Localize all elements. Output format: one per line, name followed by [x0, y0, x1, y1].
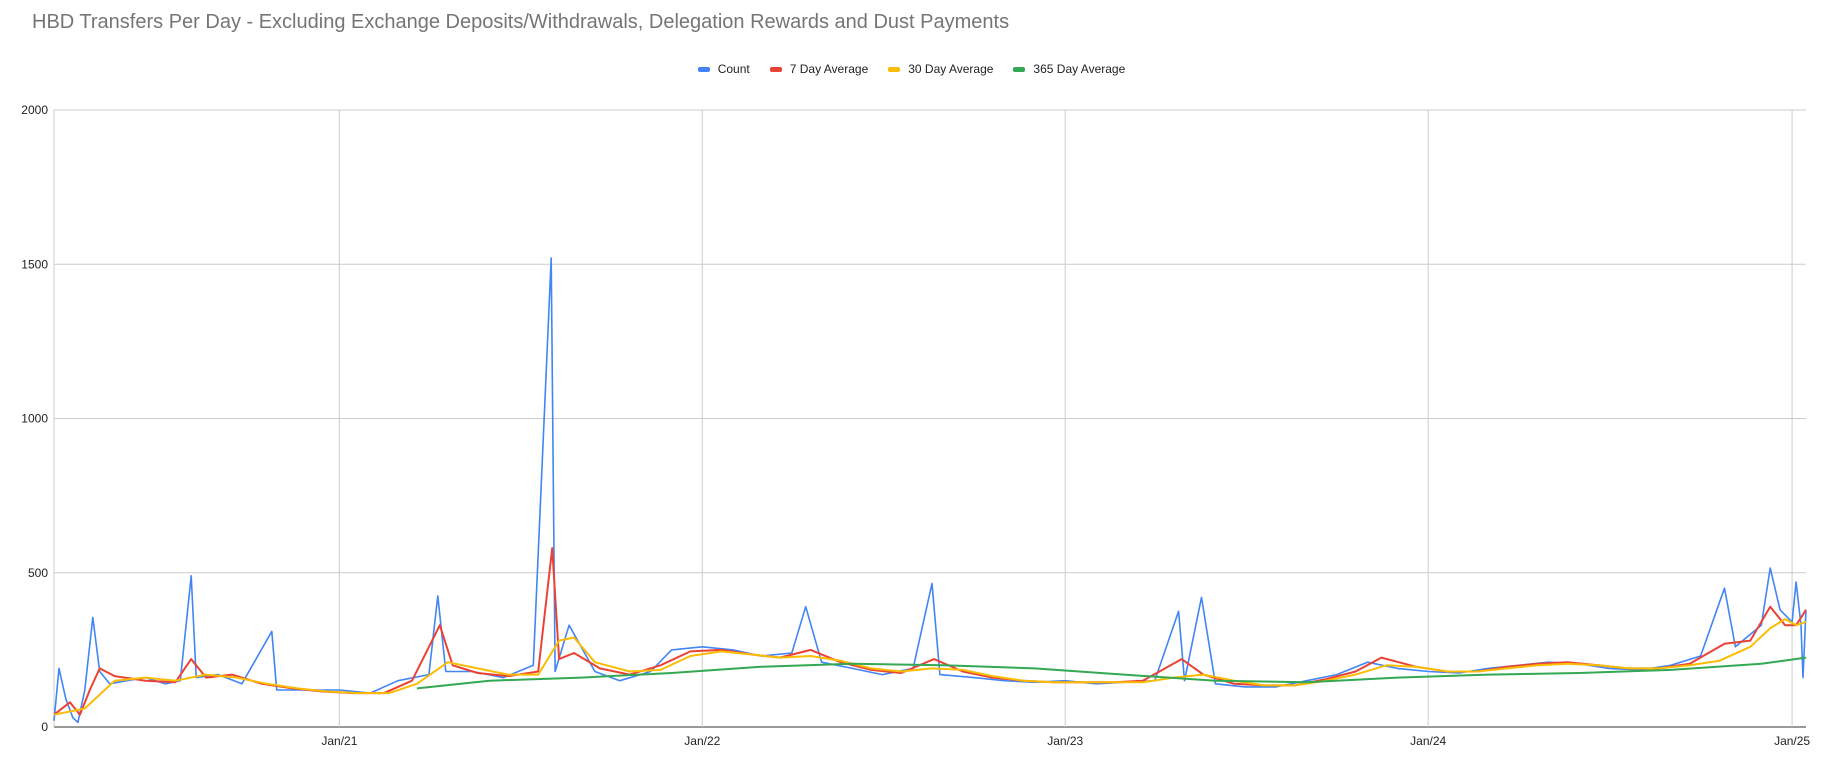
legend-label-30-day-average: 30 Day Average — [908, 62, 994, 76]
legend-swatch-365-day-average — [1013, 66, 1026, 72]
series-line-count — [53, 257, 1807, 724]
legend-label-7-day-average: 7 Day Average — [789, 62, 869, 76]
y-tick-label: 1000 — [21, 412, 48, 426]
axis-layer: 0 500 1000 1500 2000 Jan/21 Jan/22 Jan/23 Jan/24… — [21, 103, 1810, 748]
chart-legend: Count 7 Day Average 30 Day Average 365 D… — [0, 62, 1823, 76]
x-tick-label: Jan/25 — [1774, 734, 1810, 748]
series-line-365-day-average — [416, 656, 1807, 690]
legend-item-30-day-average[interactable]: 30 Day Average — [888, 62, 993, 76]
legend-item-count[interactable]: Count — [697, 62, 750, 76]
legend-item-365-day-average[interactable]: 365 Day Average — [1013, 62, 1125, 76]
y-tick-label: 2000 — [21, 103, 48, 117]
legend-label-count: Count — [717, 62, 750, 76]
legend-label-365-day-average: 365 Day Average — [1033, 62, 1126, 76]
grid-layer — [53, 109, 1806, 728]
legend-swatch-30-day-average — [888, 66, 901, 72]
x-tick-label: Jan/23 — [1047, 734, 1083, 748]
legend-item-7-day-average[interactable]: 7 Day Average — [769, 62, 869, 76]
legend-swatch-count — [697, 66, 710, 72]
y-tick-label: 0 — [41, 720, 48, 734]
chart-title: HBD Transfers Per Day - Excluding Exchan… — [32, 11, 1010, 33]
x-tick-label: Jan/24 — [1410, 734, 1446, 748]
legend-swatch-7-day-average — [769, 66, 782, 72]
series-line-30-day-average — [53, 618, 1807, 716]
x-tick-label: Jan/22 — [684, 734, 720, 748]
series-layer — [53, 257, 1807, 724]
y-tick-label: 500 — [28, 566, 48, 580]
y-tick-label: 1500 — [21, 257, 48, 271]
x-tick-label: Jan/21 — [321, 734, 357, 748]
